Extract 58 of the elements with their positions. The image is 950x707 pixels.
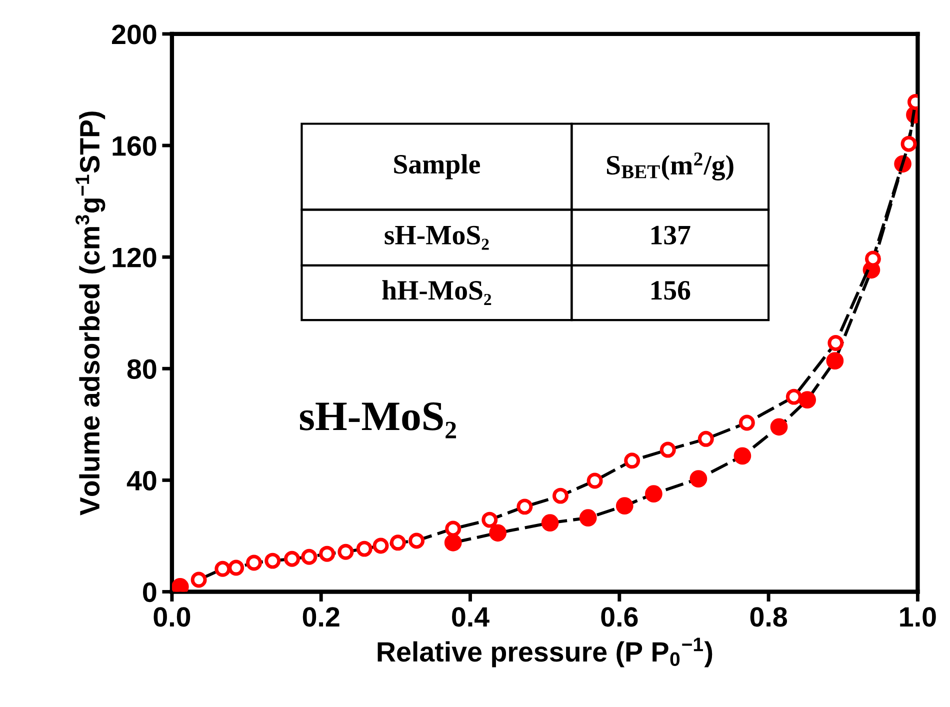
point (444, 534, 462, 552)
point (828, 334, 844, 351)
point (338, 544, 354, 560)
point (616, 497, 634, 515)
y-tick-label: 40 (126, 470, 156, 491)
point (586, 472, 603, 489)
point (660, 442, 676, 458)
point (190, 572, 207, 588)
annotation: sH-MoS₂ (384, 226, 489, 250)
annotation: 137 (652, 226, 690, 244)
annotation: sH-MoS₂ (300, 402, 456, 438)
x-tick-label: 0.4 (452, 607, 490, 627)
point (445, 520, 462, 537)
point (826, 352, 844, 370)
point (770, 418, 788, 436)
point (228, 560, 244, 576)
point (624, 452, 640, 469)
point (645, 485, 662, 503)
point (516, 498, 533, 515)
point (246, 554, 262, 571)
point (301, 548, 318, 565)
point (738, 414, 755, 431)
point (264, 552, 281, 569)
annotation: hH-MoS₂ (382, 280, 492, 305)
point (319, 546, 336, 562)
point (864, 250, 881, 267)
point (356, 540, 372, 557)
point (798, 391, 816, 409)
y-tick-label: 200 (112, 24, 156, 44)
annotation: Sample (394, 154, 480, 180)
x-axis-title: Relative pressure (P P$_{0}$$^{−1}$) (378, 638, 712, 668)
point (698, 430, 714, 447)
x-tick-label: 0.8 (750, 607, 788, 627)
annotation: 156 (652, 281, 690, 300)
point (390, 534, 406, 551)
x-tick-label: 0.6 (601, 607, 638, 627)
point (690, 470, 708, 488)
y-axis-title: Volume adsorbed (cm$^{3}$g$^{−1}$STP) (75, 112, 106, 516)
point (900, 136, 917, 152)
point (579, 509, 597, 527)
point (482, 512, 498, 528)
point (284, 550, 300, 567)
point (786, 388, 802, 405)
y-tick-label: 120 (112, 248, 156, 268)
annotation: S$_{BET}$(m$^{2}$/g) (607, 152, 734, 180)
point (372, 538, 389, 554)
point (489, 524, 507, 542)
y-tick-label: 0 (143, 582, 156, 602)
y-tick-label: 160 (112, 136, 156, 156)
x-tick-label: 0.0 (154, 607, 190, 627)
point (552, 488, 568, 504)
point (734, 447, 752, 465)
x-tick-label: 0.2 (302, 607, 340, 627)
point (408, 532, 425, 549)
point (214, 560, 231, 577)
y-tick-label: 80 (127, 359, 156, 379)
x-tick-label: 1.0 (900, 607, 936, 627)
point (541, 514, 559, 532)
